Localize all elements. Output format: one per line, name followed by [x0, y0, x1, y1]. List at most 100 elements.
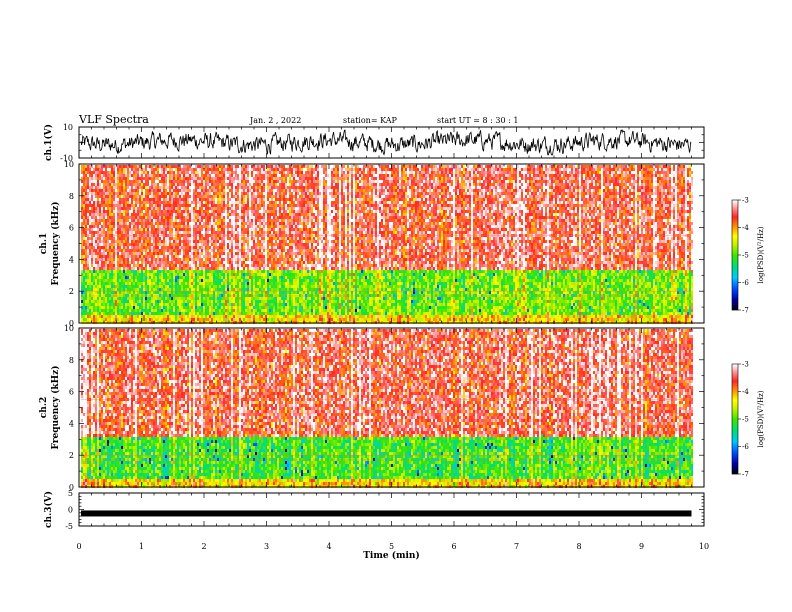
spectrogram-cell — [163, 165, 165, 168]
spectrogram-cell — [171, 198, 173, 201]
spectrogram-cell — [243, 195, 245, 198]
spectrogram-cell — [159, 204, 161, 207]
spectrogram-cell — [175, 306, 177, 309]
spectrogram-cell — [235, 204, 237, 207]
spectrogram-cell — [129, 243, 131, 246]
spectrogram-cell — [131, 186, 133, 189]
spectrogram-cell — [237, 276, 239, 279]
spectrogram-cell — [179, 237, 181, 240]
spectrogram-cell — [185, 198, 187, 201]
spectrogram-cell — [213, 204, 215, 207]
spectrogram-cell — [143, 237, 145, 240]
spectrogram-cell — [221, 264, 223, 267]
spectrogram-cell — [171, 189, 173, 192]
spectrogram-cell — [211, 288, 213, 291]
spectrogram-cell — [231, 195, 233, 198]
spectrogram-cell — [175, 309, 177, 312]
spectrogram-cell — [207, 210, 209, 213]
spectrogram-cell — [205, 243, 207, 246]
spectrogram-cell — [135, 300, 137, 303]
spectrogram-cell — [145, 273, 147, 276]
spectrogram-cell — [201, 213, 203, 216]
spectrogram-cell — [213, 282, 215, 285]
spectrogram-cell — [185, 195, 187, 198]
spectrogram-cell — [139, 222, 141, 225]
spectrogram-cell — [189, 186, 191, 189]
spectrogram-cell — [93, 276, 95, 279]
spectrogram-cell — [121, 306, 123, 309]
spectrogram-cell — [151, 219, 153, 222]
spectrogram-cell — [223, 165, 225, 168]
spectrogram-cell — [159, 201, 161, 204]
spectrogram-cell — [137, 279, 139, 282]
spectrogram-cell — [215, 288, 217, 291]
spectrogram-cell — [159, 222, 161, 225]
spectrogram-cell — [243, 228, 245, 231]
spectrogram-cell — [223, 252, 225, 255]
spectrogram-cell — [135, 309, 137, 312]
spectrogram-cell — [241, 288, 243, 291]
spectrogram-cell — [181, 279, 183, 282]
spectrogram-cell — [145, 174, 147, 177]
spectrogram-cell — [219, 279, 221, 282]
spectrogram-cell — [161, 186, 163, 189]
spectrogram-cell — [217, 246, 219, 249]
spectrogram-cell — [103, 249, 105, 252]
spectrogram-cell — [135, 264, 137, 267]
spectrogram-cell — [189, 282, 191, 285]
spectrogram-cell — [151, 183, 153, 186]
spectrogram-cell — [81, 174, 83, 177]
spectrogram-cell — [163, 252, 165, 255]
spectrogram-cell — [139, 219, 141, 222]
spectrogram-cell — [147, 315, 149, 318]
spectrogram-cell — [105, 267, 107, 270]
spectrogram-cell — [129, 276, 131, 279]
spectrogram-cell — [95, 279, 97, 282]
spectrogram-cell — [191, 258, 193, 261]
spectrogram-cell — [131, 264, 133, 267]
spectrogram-cell — [223, 186, 225, 189]
spectrogram-cell — [137, 216, 139, 219]
spectrogram-cell — [207, 189, 209, 192]
spectrogram-cell — [103, 225, 105, 228]
spectrogram-cell — [87, 207, 89, 210]
spectrogram-cell — [103, 246, 105, 249]
spectrogram-cell — [143, 177, 145, 180]
spectrogram-cell — [187, 198, 189, 201]
spectrogram-cell — [99, 237, 101, 240]
spectrogram-cell — [223, 225, 225, 228]
spectrogram-cell — [209, 300, 211, 303]
spectrogram-cell — [165, 252, 167, 255]
spectrogram-cell — [173, 282, 175, 285]
spectrogram-cell — [147, 213, 149, 216]
spectrogram-cell — [149, 219, 151, 222]
spectrogram-cell — [155, 168, 157, 171]
spectrogram-cell — [173, 189, 175, 192]
spectrogram-cell — [187, 219, 189, 222]
spectrogram-cell — [189, 180, 191, 183]
spectrogram-cell — [109, 312, 111, 315]
spectrogram-cell — [151, 318, 153, 321]
spectrogram-cell — [205, 309, 207, 312]
spectrogram-cell — [211, 216, 213, 219]
spectrogram-cell — [115, 243, 117, 246]
spectrogram-cell — [201, 177, 203, 180]
spectrogram-cell — [239, 309, 241, 312]
spectrogram-cell — [185, 279, 187, 282]
spectrogram-cell — [87, 219, 89, 222]
spectrogram-cell — [203, 204, 205, 207]
spectrogram-cell — [189, 240, 191, 243]
spectrogram-cell — [223, 177, 225, 180]
spectrogram-cell — [217, 288, 219, 291]
spectrogram-cell — [91, 258, 93, 261]
spectrogram-cell — [183, 171, 185, 174]
spectrogram-cell — [125, 192, 127, 195]
spectrogram-cell — [235, 222, 237, 225]
spectrogram-cell — [113, 261, 115, 264]
spectrogram-cell — [211, 186, 213, 189]
spectrogram-cell — [211, 180, 213, 183]
spectrogram-cell — [105, 261, 107, 264]
spectrogram-cell — [167, 189, 169, 192]
spectrogram-cell — [105, 270, 107, 273]
spectrogram-cell — [89, 183, 91, 186]
